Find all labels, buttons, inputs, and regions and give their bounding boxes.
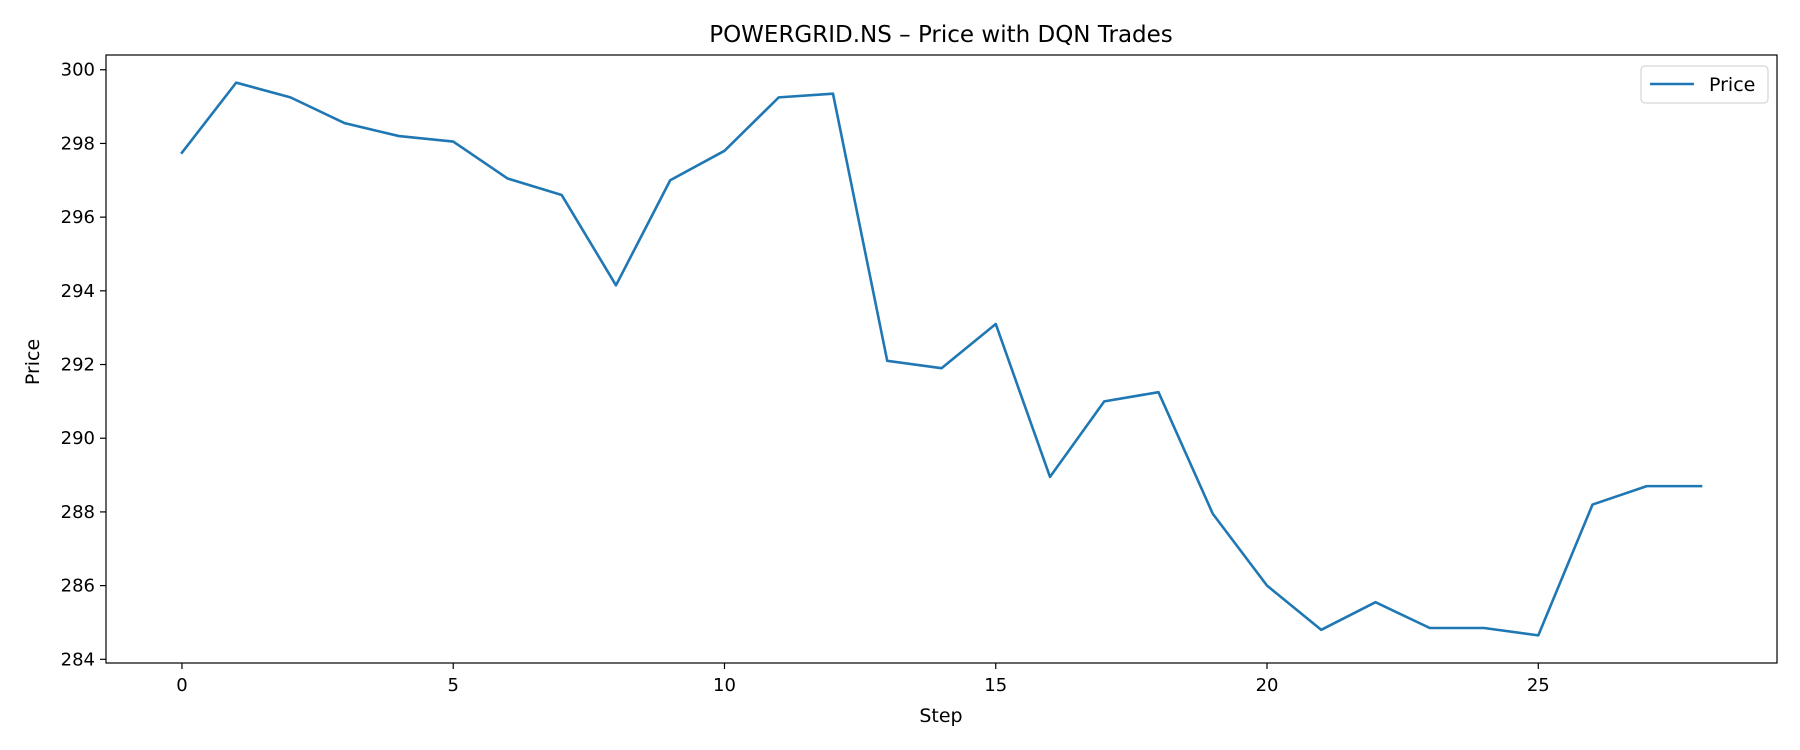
y-tick-label: 288 — [61, 502, 95, 523]
y-axis-title: Price — [22, 339, 44, 385]
x-axis-title: Step — [919, 705, 962, 727]
x-tick-label: 0 — [176, 675, 187, 696]
legend-box — [1640, 65, 1769, 104]
y-tick-label: 294 — [61, 281, 95, 302]
y-tick-label: 300 — [61, 60, 95, 81]
x-tick-label: 25 — [1527, 675, 1550, 696]
plot-area — [180, 81, 1703, 637]
y-tick-label: 296 — [61, 207, 95, 228]
y-axis: 284 286 288 290 292 294 296 298 300 — [61, 60, 106, 670]
chart-title: POWERGRID.NS – Price with DQN Trades — [709, 22, 1173, 48]
x-tick-label: 10 — [713, 675, 736, 696]
legend: Price — [1640, 65, 1769, 104]
plot-frame — [105, 54, 1778, 664]
legend-label-price: Price — [1709, 74, 1755, 96]
y-tick-label: 292 — [61, 355, 95, 376]
x-tick-label: 20 — [1256, 675, 1279, 696]
y-tick-label: 286 — [61, 576, 95, 597]
x-tick-label: 15 — [984, 675, 1007, 696]
x-tick-label: 5 — [447, 675, 458, 696]
y-tick-label: 290 — [61, 428, 95, 449]
y-tick-label: 284 — [61, 649, 95, 670]
x-axis: 0 5 10 15 20 25 — [176, 663, 1550, 696]
y-tick-label: 298 — [61, 133, 95, 154]
